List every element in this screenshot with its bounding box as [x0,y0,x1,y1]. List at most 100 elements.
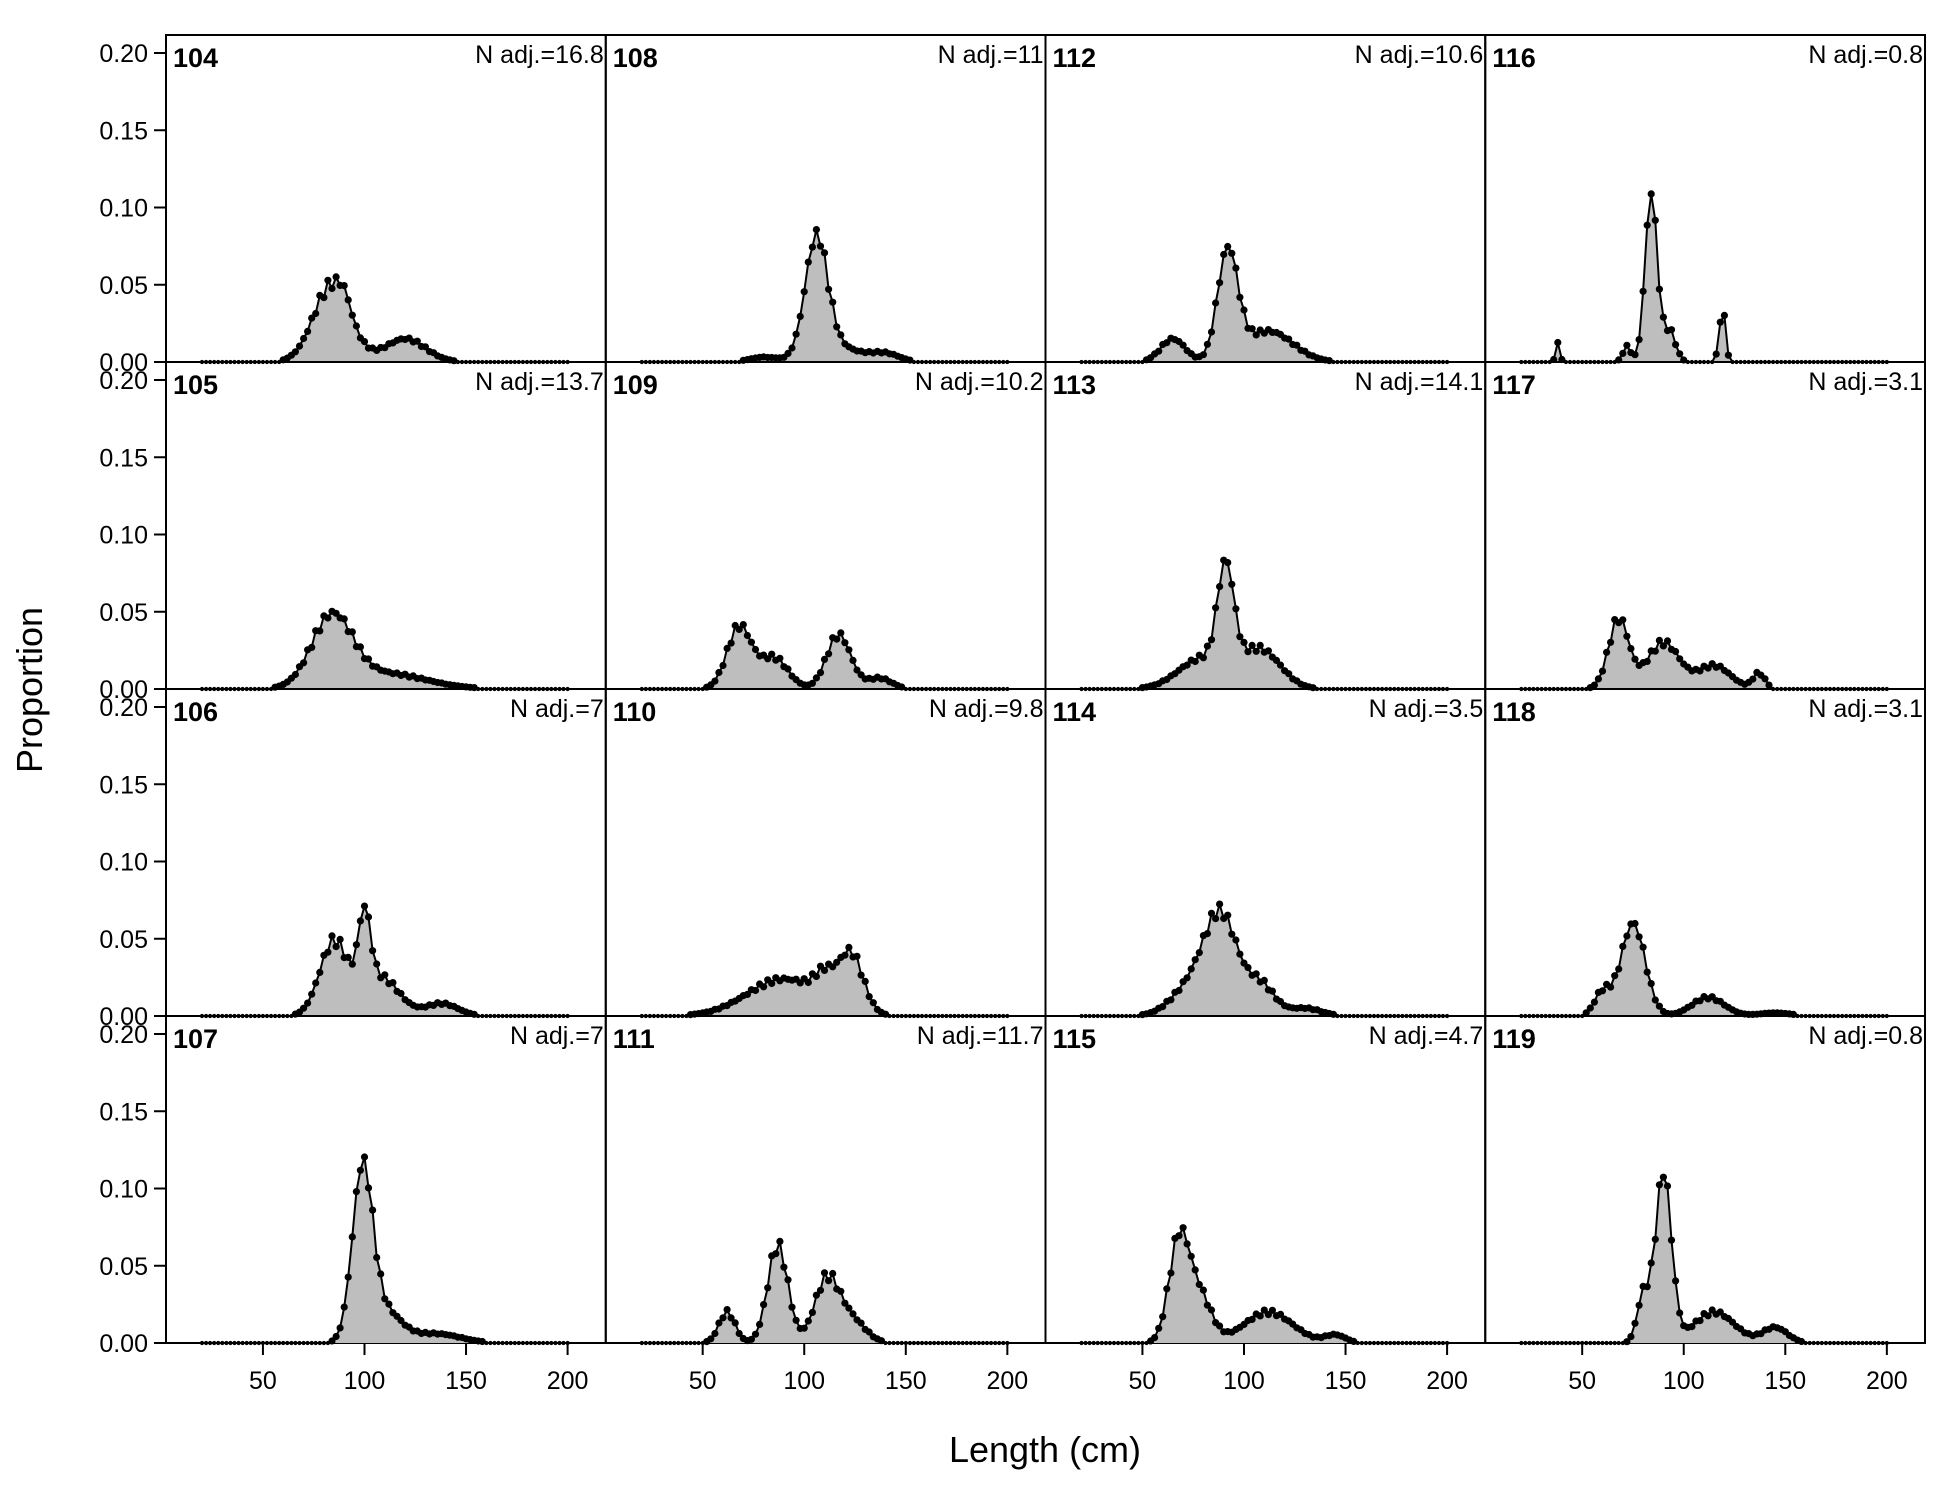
data-point [1647,980,1655,988]
data-point [1375,1340,1381,1346]
data-point [1588,1340,1593,1346]
data-point [1175,1232,1183,1240]
data-point [1631,351,1639,359]
data-point [364,913,373,921]
data-point [332,943,340,951]
data-point [220,1340,225,1346]
data-point [533,1340,538,1346]
data-point [248,1340,253,1346]
data-point [1868,1340,1873,1346]
data-point [1607,983,1615,991]
data-point [841,639,849,647]
data-point [1248,641,1256,650]
data-point [340,282,348,290]
data-point [1159,1003,1167,1011]
data-point [1627,645,1635,653]
distribution-area [641,1241,1008,1343]
data-point [1611,972,1619,980]
data-point [264,1340,270,1346]
data-point [1392,1340,1397,1346]
data-point [1559,1340,1564,1346]
data-point [297,1340,302,1346]
data-point [857,971,865,979]
data-point [841,1299,849,1307]
x-tick-label: 150 [1764,1367,1806,1395]
data-point [1643,1283,1651,1291]
data-point [316,627,324,635]
data-point [808,679,817,687]
data-point [1576,1340,1581,1346]
panel-id-label: 104 [173,43,218,73]
panel-n-label: N adj.=16.8 [475,41,604,69]
data-point [324,948,332,956]
data-point [1212,299,1220,307]
distribution-area [1081,560,1448,689]
data-point [711,1329,719,1338]
data-point [344,296,352,304]
distribution-area [641,947,1008,1016]
data-point [1232,605,1240,613]
data-point [1388,1340,1393,1346]
data-point [324,614,332,622]
data-point [1554,338,1562,347]
data-point [1840,1340,1845,1346]
data-point [369,947,377,955]
data-point [1623,341,1631,349]
data-point [1667,326,1676,334]
data-point [1667,1236,1676,1244]
data-point [1872,1340,1877,1346]
data-point [924,1340,929,1346]
data-point [1527,1340,1532,1346]
data-point [1155,1324,1163,1332]
data-point [301,1340,306,1346]
data-point [528,1340,534,1346]
data-point [1643,221,1651,229]
panel-id-label: 119 [1492,1024,1536,1054]
data-point [1596,1340,1601,1346]
data-point [397,989,405,998]
data-point [804,258,812,266]
data-point [1856,1340,1861,1346]
data-point [664,1340,669,1346]
data-point [1836,1340,1841,1346]
data-point [360,338,369,346]
data-point [397,1316,405,1325]
x-tick-label: 50 [249,1367,277,1395]
panel-n-label: N adj.=0.8 [1808,1022,1923,1050]
data-point [984,1340,990,1346]
data-point [308,643,316,652]
x-tick-label: 150 [1325,1367,1367,1395]
data-point [316,968,324,977]
data-point [1095,1340,1100,1346]
data-point [1428,1340,1433,1346]
panel-n-label: N adj.=10.2 [915,368,1044,396]
data-point [1582,1009,1590,1017]
data-point [1212,915,1220,923]
data-point [1207,909,1216,917]
data-point [1651,996,1659,1004]
data-point [1852,1340,1857,1346]
data-point [1167,996,1175,1004]
data-point [504,1340,509,1346]
data-point [478,1337,486,1346]
data-point [853,666,861,674]
data-point [360,902,369,910]
panel-id-label: 106 [173,697,218,727]
data-point [1608,1340,1613,1346]
panel-id-label: 107 [173,1024,218,1054]
data-point [1860,1340,1865,1346]
data-point [1111,1340,1117,1346]
data-point [845,646,853,654]
data-point [1567,1340,1573,1346]
panel-n-label: N adj.=13.7 [475,368,604,396]
data-point [784,665,792,673]
data-point [348,628,356,636]
data-point [1547,1340,1552,1346]
data-point [381,971,389,979]
data-point [1531,1340,1536,1346]
data-point [1598,667,1607,675]
data-point [1128,1340,1133,1346]
data-point [1704,1312,1712,1320]
data-point [1207,328,1216,336]
data-point [1116,1340,1121,1346]
